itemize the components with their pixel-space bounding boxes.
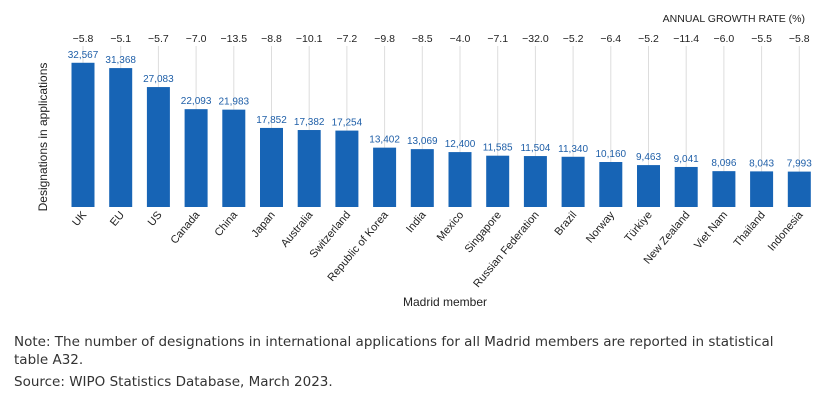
bar: [297, 130, 321, 207]
growth-rate-label: −7.1: [487, 33, 508, 45]
growth-rate-label: −5.5: [751, 33, 772, 45]
bar: [561, 156, 585, 207]
value-label: 11,504: [520, 143, 550, 154]
bar: [750, 171, 774, 207]
bar: [448, 152, 472, 207]
growth-rate-label: −8.8: [261, 33, 282, 45]
bar-chart: 32,567 31,368 27,083 22,093 21,983 17,852 17,3…: [36, 13, 813, 309]
growth-rate-label: −11.4: [673, 33, 699, 45]
growth-rate-label: −7.0: [186, 33, 207, 45]
x-tick-label: Singapore: [463, 209, 504, 255]
x-tick-label: Australia: [279, 209, 316, 250]
x-tick-label: Japan: [249, 209, 277, 240]
growth-rate-label: −32.0: [522, 33, 549, 45]
value-label: 17,254: [332, 118, 363, 129]
x-tick-label: Canada: [168, 209, 203, 247]
x-tick-labels: UK EU US Canada China Japan AustraliaSwitzerla…: [70, 209, 806, 290]
x-tick-label: China: [212, 209, 240, 239]
growth-rate-label: −5.2: [563, 33, 584, 45]
bar: [260, 127, 283, 207]
value-label: 27,083: [143, 74, 174, 85]
value-label: 9,463: [636, 152, 661, 163]
x-tick-label: Türkiye: [622, 209, 654, 244]
bars: [71, 62, 811, 208]
bar: [222, 109, 246, 207]
x-tick-label: Viet Nam: [692, 209, 730, 251]
value-labels: 32,567 31,368 27,083 22,093 21,983 17,852 17,3…: [68, 50, 813, 170]
bar: [373, 147, 397, 207]
x-tick-label: Thailand: [732, 209, 768, 249]
growth-rate-label: −4.0: [450, 33, 471, 45]
growth-rate-label: −6.4: [600, 33, 621, 45]
x-tick-label: Mexico: [435, 209, 467, 243]
growth-rate-title: ANNUAL GROWTH RATE (%): [663, 13, 805, 25]
growth-rate-labels: −5.8 −5.1 −5.7 −7.0 −13.5 −8.8 −10.1 −7.2 −9.8 −8…: [73, 33, 810, 45]
x-tick-label: EU: [108, 209, 127, 228]
bar: [712, 171, 736, 207]
value-label: 13,402: [369, 135, 400, 146]
bar: [146, 87, 170, 207]
value-label: 31,368: [105, 55, 136, 66]
bar: [335, 130, 359, 207]
value-label: 8,096: [711, 158, 736, 169]
value-label: 17,852: [256, 115, 287, 126]
value-label: 7,993: [787, 159, 812, 170]
growth-rate-label: −5.1: [110, 33, 131, 45]
growth-rate-label: −10.1: [296, 33, 323, 45]
value-label: 8,043: [749, 158, 774, 169]
growth-rate-label: −5.7: [148, 33, 169, 45]
bar: [674, 166, 698, 207]
bar: [184, 109, 208, 207]
bar: [71, 62, 95, 207]
x-tick-label: Russian Federation: [471, 209, 542, 290]
value-label: 21,983: [219, 97, 250, 108]
value-label: 11,585: [483, 143, 513, 154]
x-tick-label: Indonesia: [766, 209, 806, 254]
bar: [523, 156, 547, 207]
growth-rate-label: −5.2: [638, 33, 659, 45]
value-label: 11,340: [558, 144, 588, 155]
y-axis-title: Designations in applications: [36, 63, 50, 212]
x-tick-label: India: [404, 209, 429, 236]
value-label: 17,382: [294, 117, 325, 128]
x-tick-label: US: [146, 209, 165, 228]
bar: [486, 155, 510, 207]
value-label: 10,160: [596, 149, 627, 160]
growth-rate-label: −7.2: [337, 33, 358, 45]
source-note: Source: WIPO Statistics Database, March …: [14, 374, 333, 390]
value-label: 32,567: [68, 50, 99, 61]
x-tick-label: Norway: [584, 209, 617, 246]
growth-rate-label: −13.5: [221, 33, 248, 45]
x-tick-label: UK: [70, 209, 89, 229]
growth-rate-label: −6.0: [714, 33, 735, 45]
bar: [109, 68, 133, 208]
value-label: 12,400: [445, 139, 476, 150]
bar: [787, 171, 811, 207]
value-label: 9,041: [674, 154, 699, 165]
bar: [410, 149, 434, 207]
bar: [599, 162, 623, 207]
value-label: 22,093: [181, 96, 212, 107]
bar: [637, 165, 660, 207]
x-tick-label: Brazil: [553, 209, 580, 238]
value-label: 13,069: [407, 136, 438, 147]
growth-rate-label: −5.8: [789, 33, 810, 45]
growth-rate-label: −8.5: [412, 33, 433, 45]
x-axis-title: Madrid member: [403, 295, 487, 309]
growth-rate-label: −9.8: [374, 33, 395, 45]
growth-rate-label: −5.8: [73, 33, 94, 45]
footnote: Note: The number of designations in inte…: [14, 334, 774, 368]
